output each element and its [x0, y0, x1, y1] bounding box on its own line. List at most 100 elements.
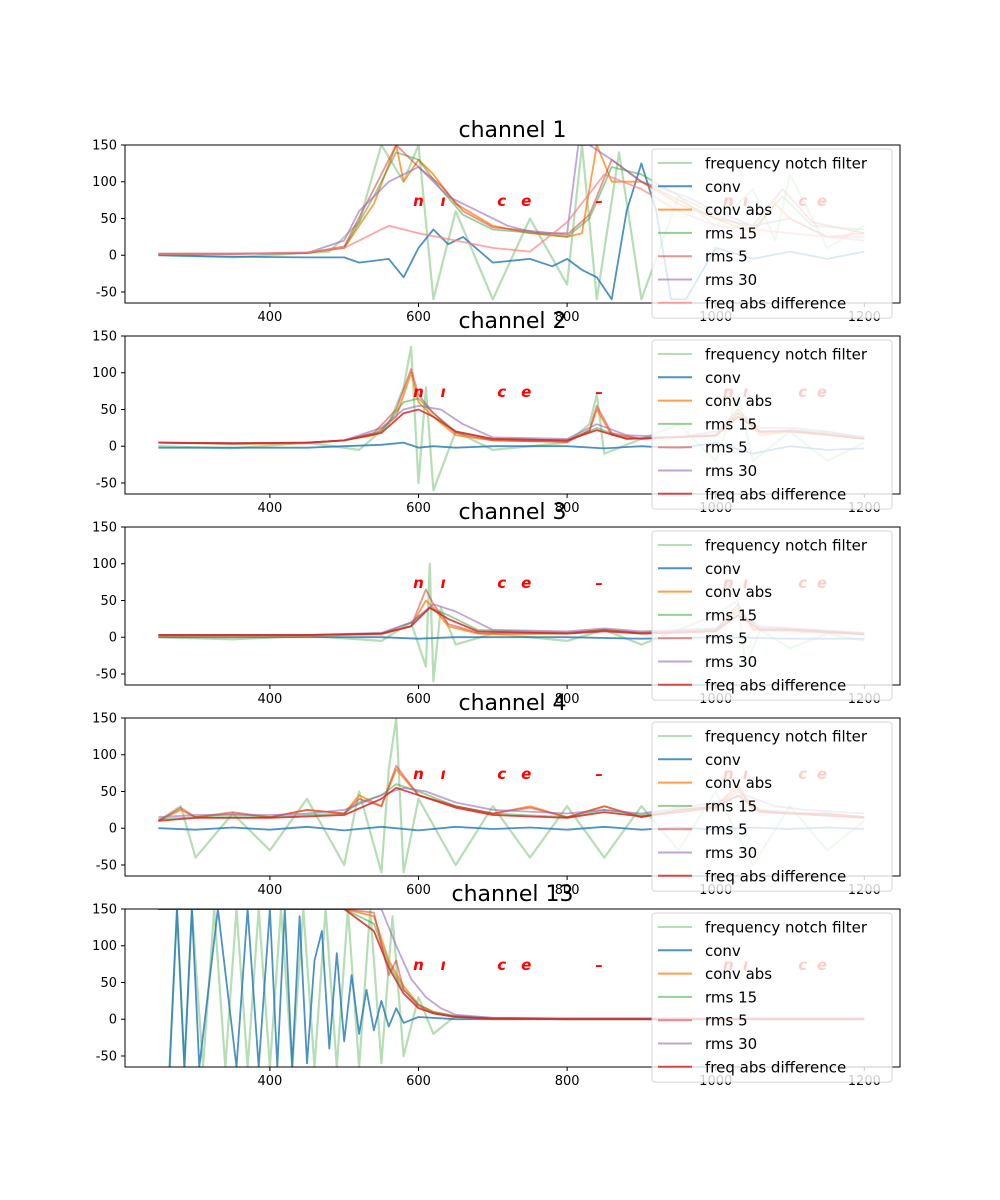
legend-entry: frequency notch filter — [705, 155, 868, 173]
chart-title: channel 4 — [458, 691, 566, 716]
y-tick-label: 100 — [92, 939, 117, 954]
y-tick-label: 50 — [100, 403, 117, 418]
annotation-label: n — [413, 383, 424, 401]
panel-5: nıce–nıce40060080010001200-50050100150fr… — [92, 903, 901, 1089]
axes-frame — [124, 717, 901, 877]
legend-box — [651, 339, 893, 510]
legend-box — [651, 148, 893, 319]
annotation-label: n — [413, 574, 424, 592]
annotation-label: n — [413, 956, 424, 974]
legend: frequency notch filter conv conv abs rms 15… — [651, 912, 893, 1083]
annotation-label: e — [521, 192, 531, 210]
legend-entry: conv — [705, 942, 741, 960]
x-tick-label: 800 — [555, 501, 580, 516]
legend-entry: rms 15 — [705, 415, 757, 433]
y-tick-label: 150 — [92, 521, 117, 536]
y-tick-label: 150 — [92, 903, 117, 918]
annotation-label: e — [521, 765, 531, 783]
legend-entry: rms 15 — [705, 797, 757, 815]
chart-title: channel 2 — [458, 309, 566, 334]
y-tick-label: 50 — [100, 976, 117, 991]
legend-entry: rms 30 — [705, 844, 757, 862]
legend-entry: rms 5 — [705, 248, 748, 266]
chart-title: channel 3 — [458, 500, 566, 525]
legend-entry: frequency notch filter — [705, 919, 868, 937]
series-line-conv — [168, 909, 865, 1067]
annotation-label: ı — [440, 192, 445, 210]
legend: frequency notch filter conv conv abs rms 15… — [651, 148, 893, 319]
legend-box — [651, 912, 893, 1083]
axes-frame — [124, 526, 901, 686]
annotation-label: ı — [440, 574, 445, 592]
annotation-label: e — [521, 574, 531, 592]
y-tick-label: 0 — [109, 249, 117, 264]
annotation-label: – — [595, 192, 603, 210]
x-tick-label: 600 — [406, 310, 431, 325]
legend-entry: rms 5 — [705, 439, 748, 457]
legend-entry: conv abs — [705, 392, 772, 410]
y-tick-label: -50 — [96, 667, 117, 682]
x-tick-label: 400 — [257, 883, 282, 898]
x-tick-label: 800 — [555, 692, 580, 707]
annotation-label: c — [497, 956, 506, 974]
annotation-label: c — [497, 383, 506, 401]
y-tick-label: 100 — [92, 748, 117, 763]
annotation-label: n — [413, 765, 424, 783]
axes-frame — [124, 335, 901, 495]
y-tick-label: 0 — [109, 1013, 117, 1028]
annotation-label: ı — [440, 765, 445, 783]
panel-2: nıce–nıce40060080010001200-50050100150fr… — [92, 330, 901, 516]
annotation-label: – — [595, 574, 603, 592]
x-tick-label: 600 — [406, 883, 431, 898]
y-tick-label: 50 — [100, 785, 117, 800]
legend-entry: conv — [705, 369, 741, 387]
annotation-label: – — [595, 956, 603, 974]
y-tick-label: 50 — [100, 212, 117, 227]
legend-entry: freq abs difference — [705, 676, 846, 694]
legend-entry: freq abs difference — [705, 294, 846, 312]
legend: frequency notch filter conv conv abs rms 15… — [651, 721, 893, 892]
legend-entry: conv abs — [705, 965, 772, 983]
legend-entry: frequency notch filter — [705, 728, 868, 746]
panel-4: nıce–nıce40060080010001200-50050100150fr… — [92, 712, 901, 898]
annotation-label: c — [497, 192, 506, 210]
legend-entry: rms 5 — [705, 821, 748, 839]
x-tick-label: 400 — [257, 692, 282, 707]
legend-box — [651, 530, 893, 701]
y-tick-label: 100 — [92, 366, 117, 381]
x-tick-label: 600 — [406, 1074, 431, 1089]
x-tick-label: 800 — [555, 1074, 580, 1089]
annotation-label: c — [497, 574, 506, 592]
legend-entry: rms 30 — [705, 462, 757, 480]
y-tick-label: -50 — [96, 1049, 117, 1064]
axes-frame — [124, 144, 901, 304]
legend-entry: freq abs difference — [705, 867, 846, 885]
y-tick-label: 150 — [92, 712, 117, 727]
panel-3: nıce–nıce40060080010001200-50050100150fr… — [92, 521, 901, 707]
x-tick-label: 600 — [406, 692, 431, 707]
annotation-label: e — [521, 956, 531, 974]
y-tick-label: -50 — [96, 858, 117, 873]
legend-entry: rms 30 — [705, 271, 757, 289]
legend-entry: rms 5 — [705, 1012, 748, 1030]
legend-entry: rms 30 — [705, 653, 757, 671]
annotation-label: – — [595, 765, 603, 783]
series-group — [158, 909, 865, 1067]
y-tick-label: 0 — [109, 440, 117, 455]
x-tick-label: 800 — [555, 310, 580, 325]
legend-entry: rms 15 — [705, 988, 757, 1006]
annotation-label: e — [521, 383, 531, 401]
panel-1: nıce–nıce40060080010001200-50050100150fr… — [92, 139, 901, 325]
annotation-label: c — [497, 765, 506, 783]
legend-entry: conv abs — [705, 774, 772, 792]
y-tick-label: 50 — [100, 594, 117, 609]
axes-frame — [124, 908, 901, 1068]
legend-entry: frequency notch filter — [705, 346, 868, 364]
legend: frequency notch filter conv conv abs rms 15… — [651, 530, 893, 701]
legend-entry: conv — [705, 178, 741, 196]
annotation-label: ı — [440, 956, 445, 974]
legend-box — [651, 721, 893, 892]
y-tick-label: 100 — [92, 175, 117, 190]
legend-entry: frequency notch filter — [705, 537, 868, 555]
